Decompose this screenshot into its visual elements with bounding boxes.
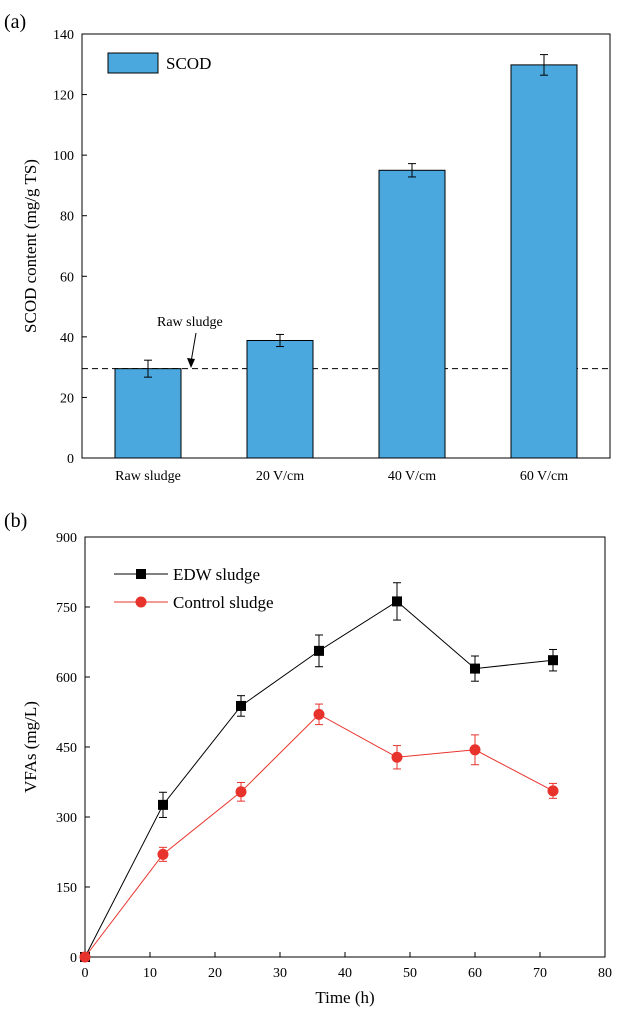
data-point [547, 785, 559, 797]
data-point [235, 786, 247, 798]
panel-a-bar-chart: (a) SCOD content (mg/g TS) 0 20 40 60 80 100 1… [4, 11, 611, 484]
panel-a-y-tick-label: 140 [53, 28, 74, 43]
panel-b-label: (b) [4, 510, 27, 532]
panel-b-x-tick-label: 0 [82, 966, 89, 981]
bar-1 [114, 368, 182, 459]
panel-a-y-tick-label: 100 [53, 149, 74, 164]
panel-b-y-tick-label: 750 [56, 601, 77, 616]
panel-a-label: (a) [4, 11, 26, 33]
data-point [313, 708, 325, 720]
panel-b-y-tick-label: 0 [70, 951, 77, 966]
series-control [79, 703, 559, 963]
series-line [84, 713, 554, 958]
panel-b-plot-frame [84, 536, 606, 958]
panel-a-bars [114, 54, 578, 459]
bar-2 [246, 339, 314, 459]
panel-b-y-tick-label: 450 [56, 741, 77, 756]
panel-a-y-tick-label: 80 [60, 210, 74, 225]
panel-a-legend: SCOD [107, 52, 211, 74]
data-point [548, 655, 558, 666]
raw-sludge-annotation-arrowhead [187, 358, 195, 368]
legend-swatch-scod [107, 52, 159, 74]
bar-3 [378, 169, 446, 459]
raw-sludge-annotation: Raw sludge [157, 315, 223, 330]
panel-a-plot-frame [81, 33, 611, 459]
legend-label-control: Control sludge [173, 593, 274, 612]
legend-label-scod: SCOD [166, 54, 211, 73]
panel-b-x-ticks: 0 10 20 30 40 50 60 70 80 [82, 952, 612, 981]
panel-b-series [79, 582, 559, 963]
data-point [469, 744, 481, 756]
legend-marker-edw [136, 569, 146, 579]
panel-a-y-tick-label: 120 [53, 89, 74, 104]
panel-a-y-tick-label: 60 [60, 270, 74, 285]
panel-b-y-tick-label: 300 [56, 811, 77, 826]
panel-b-line-chart: (b) VFAs (mg/L) Time (h) 015030045060075… [4, 510, 612, 1007]
panel-b-x-tick-label: 40 [338, 966, 352, 981]
panel-b-x-tick-label: 30 [273, 966, 287, 981]
panel-b-x-tick-label: 10 [143, 966, 157, 981]
panel-b-y-tick-label: 150 [56, 881, 77, 896]
panel-b-legend: EDW sludge Control sludge [114, 565, 274, 612]
panel-a-x-tick-label: Raw sludge [115, 469, 181, 484]
panel-a-y-tick-label: 20 [60, 391, 74, 406]
panel-b-x-axis-title: Time (h) [315, 988, 374, 1007]
panel-b-x-tick-label: 80 [598, 966, 612, 981]
data-point [158, 799, 168, 810]
panel-b-y-tick-label: 600 [56, 671, 77, 686]
data-point [236, 700, 246, 711]
panel-a-y-tick-label: 40 [60, 331, 74, 346]
panel-a-x-tick-label: 20 V/cm [256, 469, 304, 484]
panel-b-y-ticks: 0 150 300 450 600 750 900 [56, 531, 90, 966]
data-point [314, 645, 324, 656]
panel-b-x-tick-label: 20 [208, 966, 222, 981]
panel-a-y-ticks: 0 20 40 60 80 100 120 140 [53, 28, 87, 467]
legend-label-edw: EDW sludge [173, 565, 260, 584]
data-point [392, 596, 402, 607]
panel-a-x-tick-label: 60 V/cm [520, 469, 568, 484]
raw-sludge-annotation-arrow [190, 332, 197, 363]
data-point [470, 663, 480, 674]
panel-b-x-tick-label: 60 [468, 966, 482, 981]
bar-4 [510, 64, 578, 459]
panel-a-x-ticks: Raw sludge 20 V/cm 40 V/cm 60 V/cm [115, 453, 568, 484]
panel-a-x-tick-label: 40 V/cm [388, 469, 436, 484]
data-point [391, 751, 403, 763]
panel-a-y-axis-title: SCOD content (mg/g TS) [21, 159, 40, 333]
panel-a-y-tick-label: 0 [67, 452, 74, 467]
series-edw [80, 582, 558, 962]
panel-b-x-tick-label: 70 [533, 966, 547, 981]
panel-b-x-tick-label: 50 [403, 966, 417, 981]
panel-b-y-tick-label: 900 [56, 531, 77, 546]
legend-marker-control [135, 596, 147, 608]
data-point [79, 951, 91, 963]
panel-b-y-axis-title: VFAs (mg/L) [21, 701, 40, 793]
data-point [157, 848, 169, 860]
